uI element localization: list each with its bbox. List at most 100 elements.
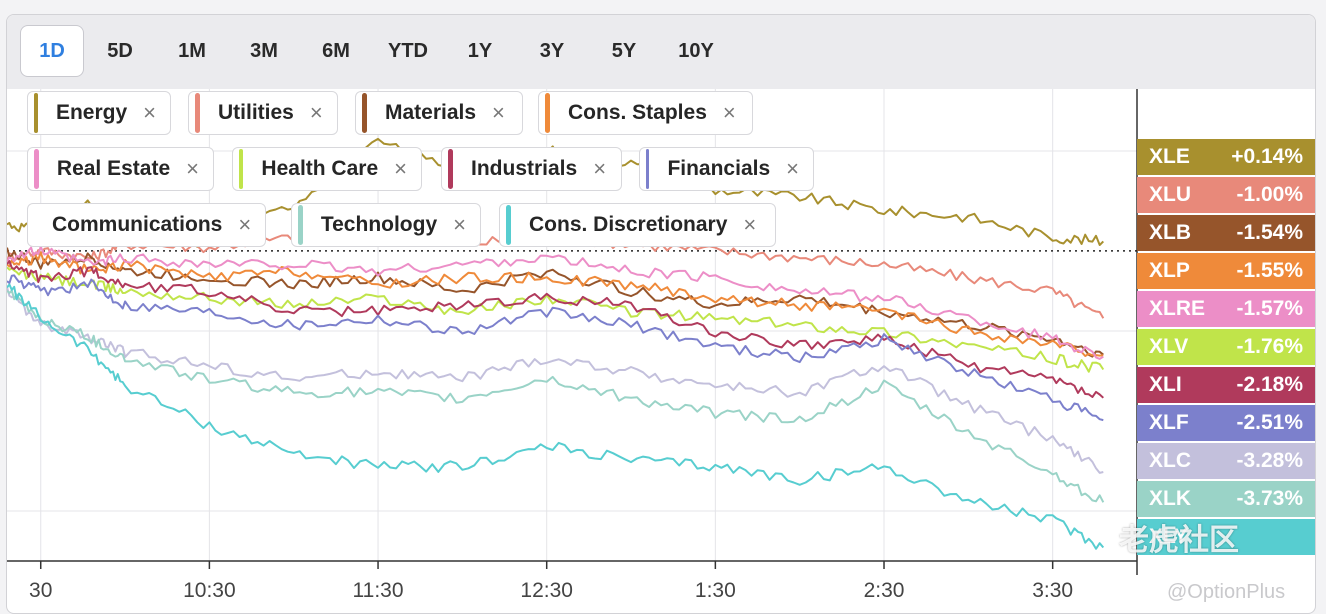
badge-xlb: XLB -1.54% <box>1137 215 1315 251</box>
close-icon[interactable]: × <box>143 100 156 125</box>
badge-change: -1.55% <box>1236 259 1303 282</box>
chip-industrials[interactable]: Industrials × <box>441 147 622 191</box>
badge-change: -2.18% <box>1236 373 1303 396</box>
close-icon[interactable]: × <box>786 156 799 181</box>
x-tick-label-2-30: 2:30 <box>864 579 905 602</box>
badge-ticker: XLE <box>1149 145 1190 168</box>
chip-swatch-real-estate <box>34 149 39 189</box>
close-icon[interactable]: × <box>394 156 407 181</box>
range-button-5y[interactable]: 5Y <box>611 39 637 62</box>
chip-swatch-energy <box>34 93 38 133</box>
series-line-financials <box>7 274 1104 422</box>
close-icon[interactable]: × <box>743 212 757 237</box>
chip-financials[interactable]: Financials × <box>639 147 814 191</box>
badge-xlc: XLC -3.28% <box>1137 443 1315 479</box>
chip-label-technology: Technology <box>320 213 438 236</box>
badge-xlk: XLK -3.73% <box>1137 481 1315 517</box>
badge-ticker: XLY <box>1149 525 1188 548</box>
chip-swatch-technology <box>298 205 303 245</box>
badge-xlp: XLP -1.55% <box>1137 253 1315 289</box>
chip-label-real-estate: Real Estate <box>56 157 171 180</box>
sector-performance-widget: 1D 5D 1M 3M 6M YTD 1Y 3Y 5Y 10Y 30 10:30 11:30 12:30… <box>6 14 1316 614</box>
chip-label-materials: Materials <box>385 101 477 124</box>
series-line-cons-discretionary <box>7 283 1105 550</box>
badge-change: -3.28% <box>1236 449 1303 472</box>
badge-ticker: XLU <box>1149 183 1191 206</box>
badge-ticker: XLP <box>1149 259 1190 282</box>
chip-energy[interactable]: Energy × <box>27 91 171 135</box>
chip-label-health-care: Health Care <box>261 157 379 180</box>
badge-change: -1.57% <box>1236 297 1303 320</box>
badge-change: -1.54% <box>1236 221 1303 244</box>
chip-label-cons-discretionary: Cons. Discretionary <box>529 213 728 236</box>
tiger-watermark: 老虎社区 <box>1119 524 1239 557</box>
range-button-1m[interactable]: 1M <box>178 39 206 62</box>
badge-xlre: XLRE -1.57% <box>1137 291 1315 327</box>
chip-real-estate[interactable]: Real Estate × <box>27 147 214 191</box>
badge-ticker: XLRE <box>1149 297 1206 320</box>
badge-change: -2.51% <box>1236 411 1303 434</box>
badge-xlf: XLF -2.51% <box>1137 405 1315 441</box>
close-icon[interactable]: × <box>593 156 607 181</box>
x-tick-label-10-30: 10:30 <box>183 579 236 602</box>
series-line-real-estate <box>7 245 1104 360</box>
chip-label-financials: Financials <box>667 157 771 180</box>
badge-ticker: XLB <box>1149 221 1191 244</box>
x-tick-label-11-30: 11:30 <box>353 579 404 602</box>
x-tick-label-30: 30 <box>29 579 52 602</box>
range-button-3m[interactable]: 3M <box>250 39 278 62</box>
badge-change: +0.14% <box>1231 145 1303 168</box>
chip-swatch-financials <box>646 149 650 189</box>
range-button-1y[interactable]: 1Y <box>467 39 493 62</box>
chip-swatch-cons-discretionary <box>506 205 511 245</box>
badge-ticker: XLF <box>1149 411 1189 434</box>
range-button-1d[interactable]: 1D <box>20 25 84 77</box>
optionplus-watermark: @OptionPlus <box>1167 581 1286 603</box>
chip-label-cons-staples: Cons. Staples <box>568 101 707 124</box>
chip-swatch-materials <box>362 93 367 133</box>
chip-label-utilities: Utilities <box>218 101 294 124</box>
chip-materials[interactable]: Materials × <box>355 91 523 135</box>
badge-change: -3.73% <box>1236 487 1303 510</box>
chip-cons-staples[interactable]: Cons. Staples × <box>538 91 753 135</box>
series-line-communications <box>7 287 1104 474</box>
close-icon[interactable]: × <box>492 100 505 125</box>
chip-label-industrials: Industrials <box>471 157 578 180</box>
badge-xli: XLI -2.18% <box>1137 367 1315 403</box>
close-icon[interactable]: × <box>722 100 736 125</box>
close-icon[interactable]: × <box>186 156 199 181</box>
x-tick-label-1-30: 1:30 <box>695 579 736 602</box>
chip-label-communications: Communications <box>52 213 223 236</box>
chip-utilities[interactable]: Utilities × <box>188 91 338 135</box>
chip-swatch-industrials <box>448 149 453 189</box>
series-line-materials <box>7 247 1104 358</box>
badge-change: -1.00% <box>1236 183 1303 206</box>
time-range-bar: 1D 5D 1M 3M 6M YTD 1Y 3Y 5Y 10Y <box>7 15 1315 89</box>
close-icon[interactable]: × <box>238 212 252 237</box>
chip-swatch-cons-staples <box>545 93 550 133</box>
chip-swatch-health-care <box>239 149 244 189</box>
badge-ticker: XLI <box>1149 373 1182 396</box>
x-tick-label-3-30: 3:30 <box>1032 579 1073 602</box>
range-button-3y[interactable]: 3Y <box>539 39 565 62</box>
badge-xlu: XLU -1.00% <box>1137 177 1315 213</box>
close-icon[interactable]: × <box>453 212 466 237</box>
badge-xlv: XLV -1.76% <box>1137 329 1315 365</box>
range-button-5d[interactable]: 5D <box>107 39 133 62</box>
chip-cons-discretionary[interactable]: Cons. Discretionary × <box>499 203 776 247</box>
close-icon[interactable]: × <box>309 100 323 125</box>
chip-health-care[interactable]: Health Care × <box>232 147 422 191</box>
range-button-ytd[interactable]: YTD <box>388 39 428 62</box>
chip-swatch-utilities <box>195 93 200 133</box>
range-button-10y[interactable]: 10Y <box>678 39 714 62</box>
chip-label-energy: Energy <box>55 101 128 124</box>
series-line-industrials <box>7 260 1104 399</box>
badge-xly: XLY <box>1137 519 1315 555</box>
series-line-cons-staples <box>7 251 1104 357</box>
badge-ticker: XLC <box>1149 449 1191 472</box>
chip-technology[interactable]: Technology × <box>291 203 481 247</box>
chip-communications[interactable]: Communications × <box>27 203 266 247</box>
badge-change: -1.76% <box>1236 335 1303 358</box>
range-button-6m[interactable]: 6M <box>322 39 350 62</box>
series-line-technology <box>7 289 1105 503</box>
